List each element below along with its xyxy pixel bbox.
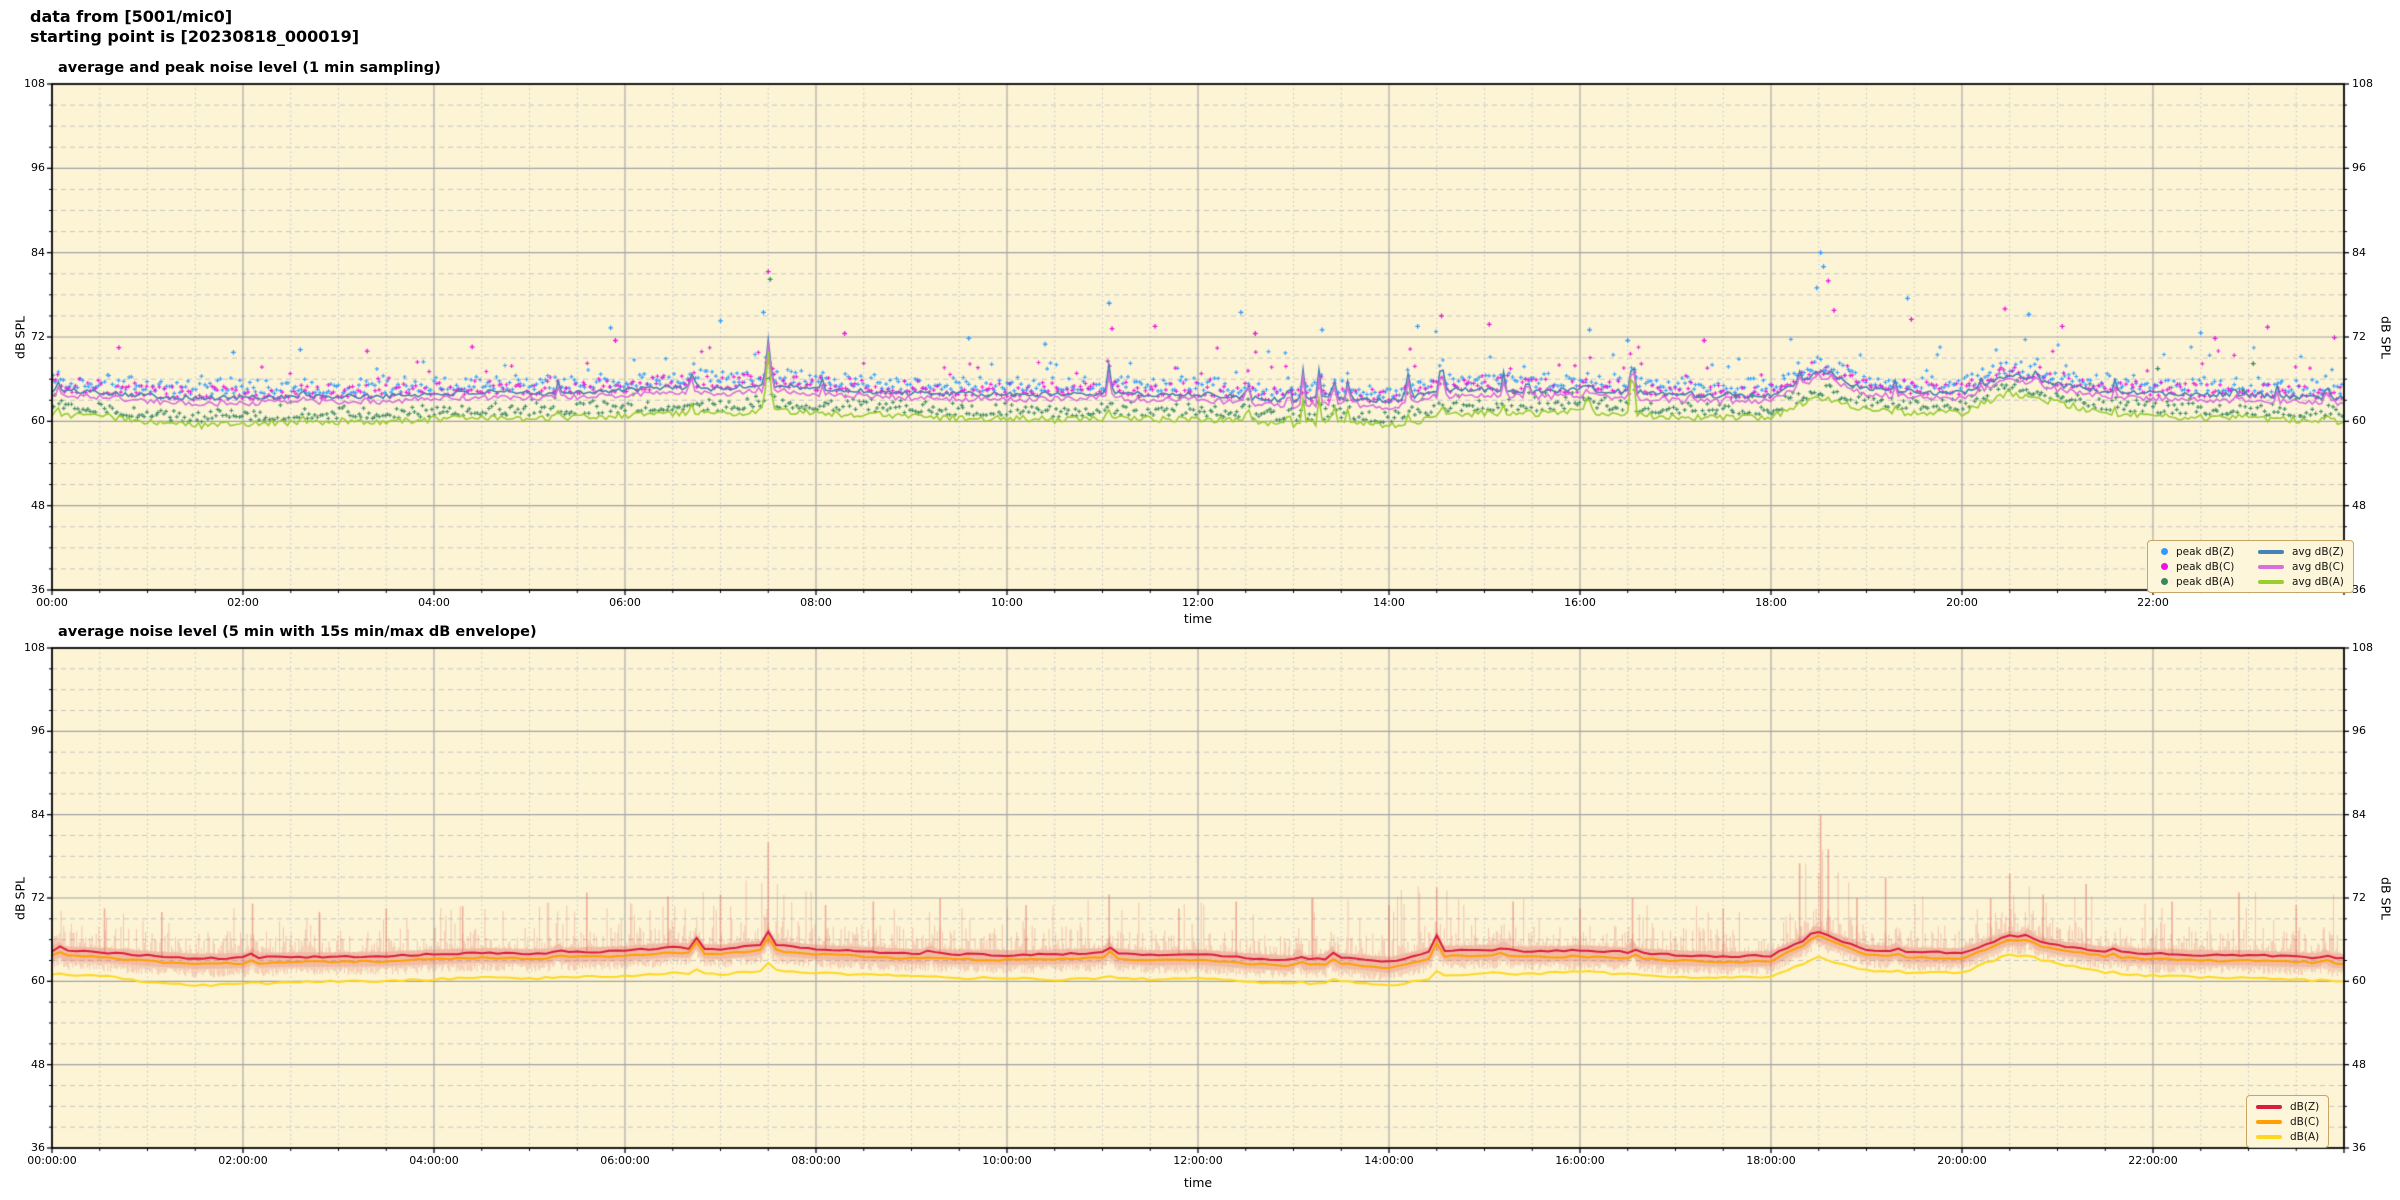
y-tick-label-right: 48 (2352, 1057, 2366, 1071)
y-tick-label-right: 72 (2352, 330, 2366, 343)
legend-label: peak dB(Z) (2176, 545, 2235, 558)
y-tick-label-right: 72 (2352, 891, 2366, 904)
y-tick-label: 36 (31, 1141, 45, 1154)
y-axis-label-left: dB SPL (12, 316, 28, 359)
x-tick-label: 00:00 (36, 596, 68, 609)
y-tick-label: 60 (31, 974, 45, 988)
legend-line-swatch (2258, 549, 2284, 554)
legend: peak dB(Z) avg dB(Z) peak dB(C) avg dB(C) pe… (2147, 540, 2355, 593)
x-tick-label: 10:00:00 (982, 1154, 1032, 1167)
y-tick-label-right: 96 (2352, 724, 2366, 738)
legend-item: peak dB(A) avg dB(A) (2157, 575, 2344, 588)
y-tick-label-right: 96 (2352, 161, 2366, 175)
x-tick-label: 22:00:00 (2128, 1154, 2178, 1167)
y-tick-label: 96 (31, 161, 45, 175)
y-tick-label: 108 (24, 77, 45, 90)
legend-label: avg dB(C) (2292, 560, 2345, 573)
legend-label: avg dB(Z) (2292, 545, 2344, 558)
legend-item: dB(Z) (2256, 1100, 2319, 1113)
y-tick-label: 72 (31, 330, 45, 343)
y-tick-label-right: 36 (2352, 1141, 2366, 1154)
legend-item: peak dB(C) avg dB(C) (2157, 560, 2344, 573)
x-tick-label: 08:00:00 (791, 1154, 841, 1167)
x-tick-label: 18:00:00 (1746, 1154, 1796, 1167)
x-tick-label: 14:00:00 (1364, 1154, 1414, 1167)
legend-dot-swatch (2161, 563, 2168, 570)
x-tick-label: 02:00 (227, 596, 259, 609)
legend-line-swatch (2256, 1104, 2282, 1109)
noise-plot-canvas-top (38, 70, 2358, 604)
y-tick-label: 60 (31, 414, 45, 428)
y-tick-label: 84 (31, 245, 45, 259)
x-tick-label: 08:00 (800, 596, 832, 609)
legend-label: dB(Z) (2290, 1100, 2320, 1113)
x-tick-label: 10:00 (991, 596, 1023, 609)
x-tick-label: 16:00 (1564, 596, 1596, 609)
legend-line-swatch (2256, 1119, 2282, 1124)
header-line-2: starting point is [20230818_000019] (30, 27, 360, 46)
y-tick-label: 72 (31, 891, 45, 904)
legend-label: dB(A) (2290, 1130, 2320, 1143)
legend-dot-swatch (2161, 578, 2168, 585)
y-tick-label-right: 108 (2352, 77, 2373, 90)
y-tick-label: 36 (31, 583, 45, 596)
legend-line-swatch (2258, 579, 2284, 584)
y-tick-label-right: 60 (2352, 974, 2366, 988)
chart-title: average and peak noise level (1 min samp… (58, 60, 441, 76)
y-tick-label-right: 60 (2352, 414, 2366, 428)
x-tick-label: 20:00 (1946, 596, 1978, 609)
x-tick-label: 02:00:00 (218, 1154, 268, 1167)
noise-plot-canvas-bottom (38, 634, 2358, 1162)
y-tick-label-right: 108 (2352, 641, 2373, 654)
x-axis-label: time (1183, 611, 1213, 626)
y-tick-label: 84 (31, 807, 45, 821)
x-axis-label: time (1183, 1175, 1213, 1190)
x-tick-label: 06:00:00 (600, 1154, 650, 1167)
legend-item: dB(C) (2256, 1115, 2319, 1128)
chart-title: average noise level (5 min with 15s min/… (58, 624, 537, 640)
x-tick-label: 16:00:00 (1555, 1154, 1605, 1167)
y-tick-label: 48 (31, 1057, 45, 1071)
y-tick-label-right: 84 (2352, 245, 2366, 259)
y-axis-label-right: dB SPL (2378, 877, 2394, 920)
legend-line-swatch (2256, 1134, 2282, 1139)
y-tick-label-right: 84 (2352, 807, 2366, 821)
x-tick-label: 18:00 (1755, 596, 1787, 609)
y-tick-label-right: 48 (2352, 498, 2366, 512)
legend: dB(Z) dB(C) dB(A) (2246, 1095, 2330, 1148)
legend-label: dB(C) (2290, 1115, 2320, 1128)
y-tick-label: 96 (31, 724, 45, 738)
x-tick-label: 04:00 (418, 596, 450, 609)
y-tick-label: 48 (31, 498, 45, 512)
header-line-1: data from [5001/mic0] (30, 7, 233, 26)
x-tick-label: 06:00 (609, 596, 641, 609)
legend-label: avg dB(A) (2292, 575, 2344, 588)
x-tick-label: 12:00 (1182, 596, 1214, 609)
x-tick-label: 00:00:00 (27, 1154, 77, 1167)
legend-label: peak dB(A) (2176, 575, 2235, 588)
legend-dot-swatch (2161, 548, 2168, 555)
y-axis-label-left: dB SPL (12, 877, 28, 920)
x-tick-label: 20:00:00 (1937, 1154, 1987, 1167)
y-tick-label-right: 36 (2352, 583, 2366, 596)
y-axis-label-right: dB SPL (2378, 316, 2394, 359)
legend-label: peak dB(C) (2176, 560, 2235, 573)
legend-item: peak dB(Z) avg dB(Z) (2157, 545, 2344, 558)
y-tick-label: 108 (24, 641, 45, 654)
x-tick-label: 04:00:00 (409, 1154, 459, 1167)
legend-line-swatch (2258, 564, 2284, 569)
x-tick-label: 12:00:00 (1173, 1154, 1223, 1167)
legend-item: dB(A) (2256, 1130, 2319, 1143)
x-tick-label: 14:00 (1373, 596, 1405, 609)
x-tick-label: 22:00 (2137, 596, 2169, 609)
